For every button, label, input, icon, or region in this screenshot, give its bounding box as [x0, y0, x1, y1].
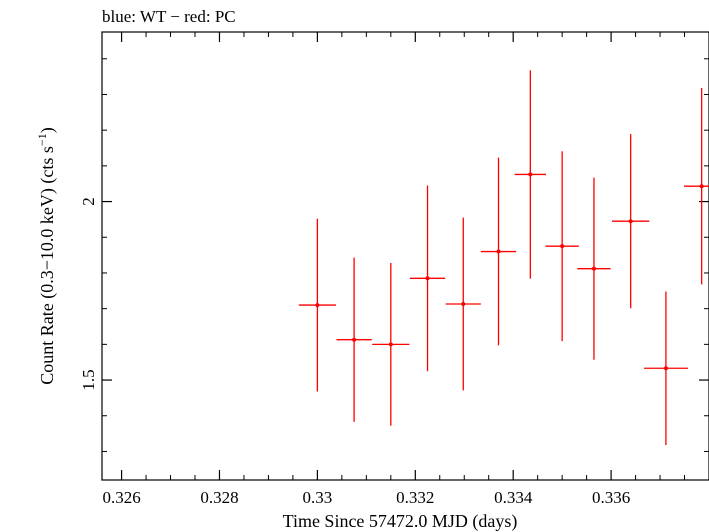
data-point	[545, 151, 579, 342]
x-tick-label: 0.326	[102, 488, 140, 507]
chart-title: blue: WT − red: PC	[102, 7, 236, 26]
x-tick-label: 0.332	[396, 488, 434, 507]
y-axis-label-main: Count Rate (0.3−10.0 keV) (cts s	[37, 146, 58, 385]
data-point	[372, 262, 410, 426]
data-point	[298, 218, 336, 392]
point-marker	[496, 249, 501, 254]
plot-frame	[101, 31, 709, 481]
data-point	[480, 157, 517, 346]
point-marker	[461, 302, 466, 307]
data-point	[612, 134, 650, 309]
data-point	[514, 70, 546, 279]
point-marker	[628, 219, 633, 224]
data-point	[684, 88, 709, 285]
point-marker	[591, 266, 596, 271]
y-axis-label-superscript: −1	[35, 133, 49, 146]
point-marker	[425, 276, 430, 281]
x-tick-label: 0.334	[494, 488, 533, 507]
data-series-pc	[298, 70, 709, 446]
x-tick-label: 0.328	[200, 488, 238, 507]
point-marker	[560, 244, 565, 249]
point-marker	[663, 366, 668, 371]
point-marker	[388, 342, 393, 347]
data-point	[643, 291, 688, 446]
point-marker	[352, 337, 357, 342]
data-point	[577, 177, 611, 360]
data-point	[409, 185, 446, 372]
data-point	[445, 217, 481, 391]
y-tick-label: 2	[79, 197, 98, 206]
y-axis-label-close: )	[37, 127, 58, 133]
y-tick-label: 1.5	[79, 369, 98, 390]
x-tick-label: 0.33	[303, 488, 333, 507]
y-tick-labels: 1.52	[79, 197, 98, 390]
y-axis-label: Count Rate (0.3−10.0 keV) (cts s−1)	[35, 127, 58, 384]
point-marker	[315, 303, 320, 308]
x-axis-label: Time Since 57472.0 MJD (days)	[283, 511, 518, 532]
axis-ticks	[102, 32, 709, 480]
point-marker	[528, 172, 533, 177]
x-tick-labels: 0.326 0.328 0.33 0.332 0.334 0.336	[102, 488, 630, 507]
point-marker	[699, 184, 704, 189]
data-point	[336, 257, 372, 422]
x-tick-label: 0.336	[592, 488, 630, 507]
